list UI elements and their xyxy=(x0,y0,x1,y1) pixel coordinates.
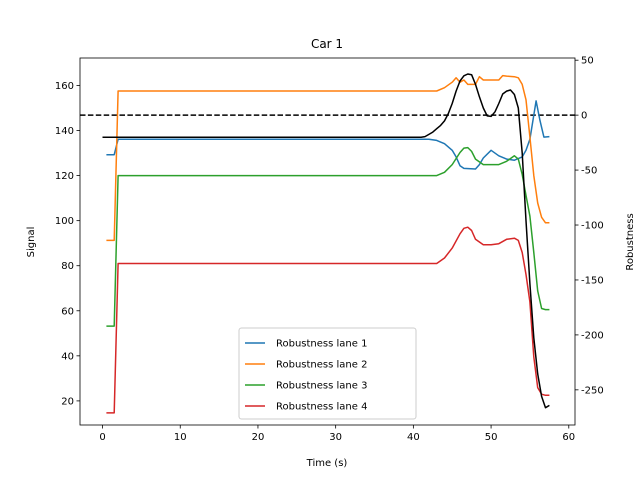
y2-tick-label: 50 xyxy=(581,56,594,67)
y2-tick-label: -50 xyxy=(581,166,597,177)
series-line-lane-4 xyxy=(106,226,550,414)
legend-box xyxy=(238,327,417,420)
y-tick-label: 100 xyxy=(55,216,74,227)
plot-area xyxy=(80,73,575,414)
y-axis-label: Signal xyxy=(26,227,37,258)
plot-lines xyxy=(80,73,575,414)
series-line-lane-2 xyxy=(106,74,550,242)
y-tick-label: 20 xyxy=(61,396,74,407)
y-tick-label: 120 xyxy=(55,171,74,182)
legend-label-lane-4: Robustness lane 4 xyxy=(276,402,367,413)
y-tick-label: 60 xyxy=(61,306,74,317)
series-line-lane-1 xyxy=(106,100,550,170)
y2-tick-label: -100 xyxy=(581,221,604,232)
legend: Robustness lane 1 Robustness lane 2 Robust… xyxy=(238,327,417,420)
x-tick-label: 20 xyxy=(252,432,265,443)
y2-tick-label: -200 xyxy=(581,330,604,341)
chart-title: Car 1 xyxy=(311,37,343,51)
legend-label-lane-3: Robustness lane 3 xyxy=(276,381,367,392)
x-tick-label: 40 xyxy=(407,432,420,443)
y2-tick-label: -150 xyxy=(581,275,604,286)
x-tick-label: 10 xyxy=(174,432,187,443)
y2-tick-label: -250 xyxy=(581,385,604,396)
x-axis-label: Time (s) xyxy=(306,458,348,469)
y-tick-label: 160 xyxy=(55,81,74,92)
axes: 0 10 20 30 40 50 60 20 40 60 80 100 120 140 160 -250 -20… xyxy=(55,56,604,443)
series-line-lane-3 xyxy=(106,146,550,327)
plot-frame xyxy=(79,57,576,426)
x-tick-label: 60 xyxy=(562,432,575,443)
x-tick-label: 50 xyxy=(485,432,498,443)
y2-axis-label: Robustness xyxy=(625,213,636,270)
x-tick-label: 30 xyxy=(329,432,342,443)
y2-tick-label: 0 xyxy=(581,111,587,122)
signal-line xyxy=(102,73,550,409)
legend-label-lane-1: Robustness lane 1 xyxy=(276,339,367,350)
x-tick-label: 0 xyxy=(99,432,105,443)
y-tick-label: 40 xyxy=(61,351,74,362)
y-tick-label: 80 xyxy=(61,261,74,272)
legend-label-lane-2: Robustness lane 2 xyxy=(276,360,367,371)
y-tick-label: 140 xyxy=(55,126,74,137)
